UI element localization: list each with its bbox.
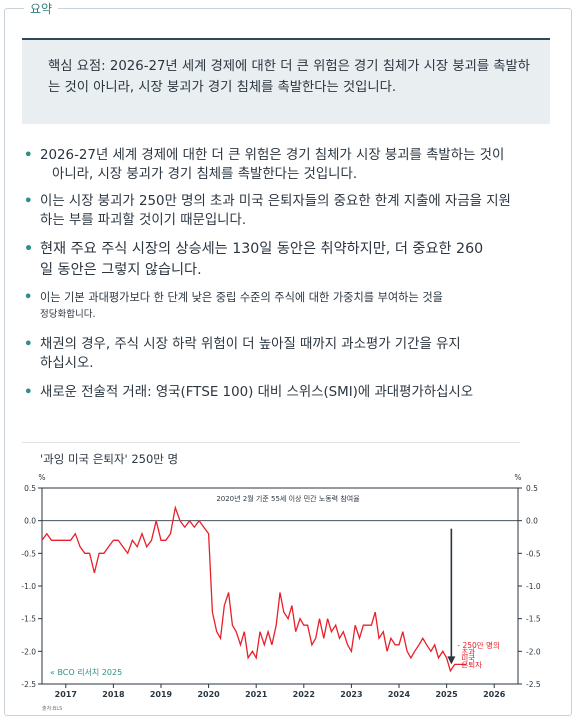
series-line — [41, 505, 467, 673]
bullet-line: 이는 기본 과대평가보다 한 단계 낮은 중립 수준의 주식에 대한 가중치를 … — [40, 291, 443, 304]
x-tick-label: 2022 — [293, 690, 315, 699]
bullet-dot-icon: • — [24, 241, 34, 257]
x-tick-label: 2019 — [150, 690, 173, 699]
bullet-dot-icon: • — [24, 290, 33, 305]
y-tick-label-left: -2.0 — [21, 647, 36, 656]
x-tick-label: 2025 — [435, 690, 458, 699]
tab-summary[interactable]: 요약 — [24, 0, 59, 17]
bullet-item: • 새로운 전술적 거래: 영국(FTSE 100) 대비 스위스(SMI)에 … — [22, 383, 473, 402]
x-tick-label: 2021 — [245, 690, 268, 699]
annotation-label: 은퇴자 — [461, 661, 482, 670]
x-tick-label: 2024 — [388, 690, 411, 699]
bullet-line: 하십시오. — [40, 356, 94, 371]
x-tick-label: 2018 — [102, 690, 125, 699]
footer-note: 출처:BLS — [42, 705, 62, 712]
bullet-item: • 현재 주요 주식 시장의 상승세는 130일 동안은 취약하지만, 더 중요… — [22, 239, 483, 281]
section-divider — [22, 442, 520, 443]
source-note: « BCO 리서치 2025 — [50, 668, 122, 677]
retirees-chart: % % 2020년 2월 기준 55세 이상 민간 노동력 참여율 0.5 0.5 0.0… — [21, 473, 541, 712]
arrow-head-icon — [447, 656, 456, 665]
bullet-line: 정당화합니다. — [40, 309, 96, 320]
key-takeaway-text: 핵심 요점: 2026-27년 세계 경제에 대한 더 큰 위험은 경기 침체가… — [48, 59, 530, 95]
x-tick-label: 2023 — [340, 690, 362, 699]
y-axis-unit-right: % — [514, 473, 521, 482]
annotation-label: - 250만 명의 — [457, 640, 500, 650]
y-tick-label-right: -2.0 — [526, 647, 541, 656]
y-tick-label-right: -0.5 — [526, 549, 541, 558]
y-tick-label-left: 0.0 — [24, 517, 36, 526]
key-takeaway-box: 핵심 요점: 2026-27년 세계 경제에 대한 더 큰 위험은 경기 침체가… — [22, 38, 550, 124]
bullet-line: 2026-27년 세계 경제에 대한 더 큰 위험은 경기 침체가 시장 붕괴를… — [40, 148, 505, 163]
y-tick-label-right: 0.5 — [526, 484, 538, 493]
summary-panel — [4, 8, 572, 716]
bullet-line: 새로운 전술적 거래: 영국(FTSE 100) 대비 스위스(SMI)에 과대… — [40, 385, 474, 400]
annotation-label: 초과 — [461, 648, 475, 657]
bullet-dot-icon: • — [24, 337, 33, 352]
x-tick-label: 2017 — [55, 690, 77, 699]
bullet-line: 채권의 경우, 주식 시장 하락 위험이 더 높아질 때까지 과소평가 기간을 … — [40, 337, 461, 352]
y-tick-label-right: -1.5 — [526, 615, 541, 624]
bullet-item: • 2026-27년 세계 경제에 대한 더 큰 위험은 경기 침체가 시장 붕… — [22, 146, 504, 184]
bullet-dot-icon: • — [24, 148, 33, 163]
chart-subtitle: 2020년 2월 기준 55세 이상 민간 노동력 참여율 — [216, 494, 360, 503]
y-tick-label-left: -0.5 — [21, 549, 36, 558]
y-tick-label-left: -1.5 — [21, 615, 36, 624]
y-tick-label-left: 0.5 — [24, 484, 36, 493]
y-axis-unit-left: % — [38, 473, 45, 482]
bullet-item: • 이는 시장 붕괴가 250만 명의 초과 미국 은퇴자들의 중요한 한계 지… — [22, 192, 511, 230]
y-tick-label-right: 0.0 — [526, 517, 538, 526]
y-tick-label-right: -1.0 — [526, 582, 541, 591]
y-tick-label-left: -2.5 — [21, 680, 36, 689]
annotation-label: 미국 — [461, 654, 475, 663]
x-tick-label: 2020 — [197, 690, 220, 699]
y-tick-label-right: -2.5 — [526, 680, 541, 689]
y-tick-label-left: -1.0 — [21, 582, 36, 591]
bullet-line: 현재 주요 주식 시장의 상승세는 130일 동안은 취약하지만, 더 중요한 … — [40, 241, 484, 257]
bullet-line: 이는 시장 붕괴가 250만 명의 초과 미국 은퇴자들의 중요한 한계 지출에… — [40, 194, 511, 209]
x-tick-label: 2026 — [483, 690, 506, 699]
bullet-dot-icon: • — [24, 385, 33, 400]
chart-title: '과잉 미국 은퇴자' 250만 명 — [40, 452, 179, 466]
bullet-line: 하는 부를 파괴할 것이기 때문입니다. — [40, 213, 247, 228]
bullet-dot-icon: • — [24, 194, 33, 209]
bullet-line: 아니라, 시장 붕괴가 경기 침체를 촉발한다는 것입니다. — [52, 167, 358, 182]
plot-frame — [41, 487, 519, 685]
bullet-line: 일 동안은 그렇지 않습니다. — [40, 262, 202, 278]
bullet-item: • 이는 기본 과대평가보다 한 단계 낮은 중립 수준의 주식에 대한 가중치… — [22, 289, 443, 323]
bullet-item: • 채권의 경우, 주식 시장 하락 위험이 더 높아질 때까지 과소평가 기간… — [22, 335, 461, 373]
